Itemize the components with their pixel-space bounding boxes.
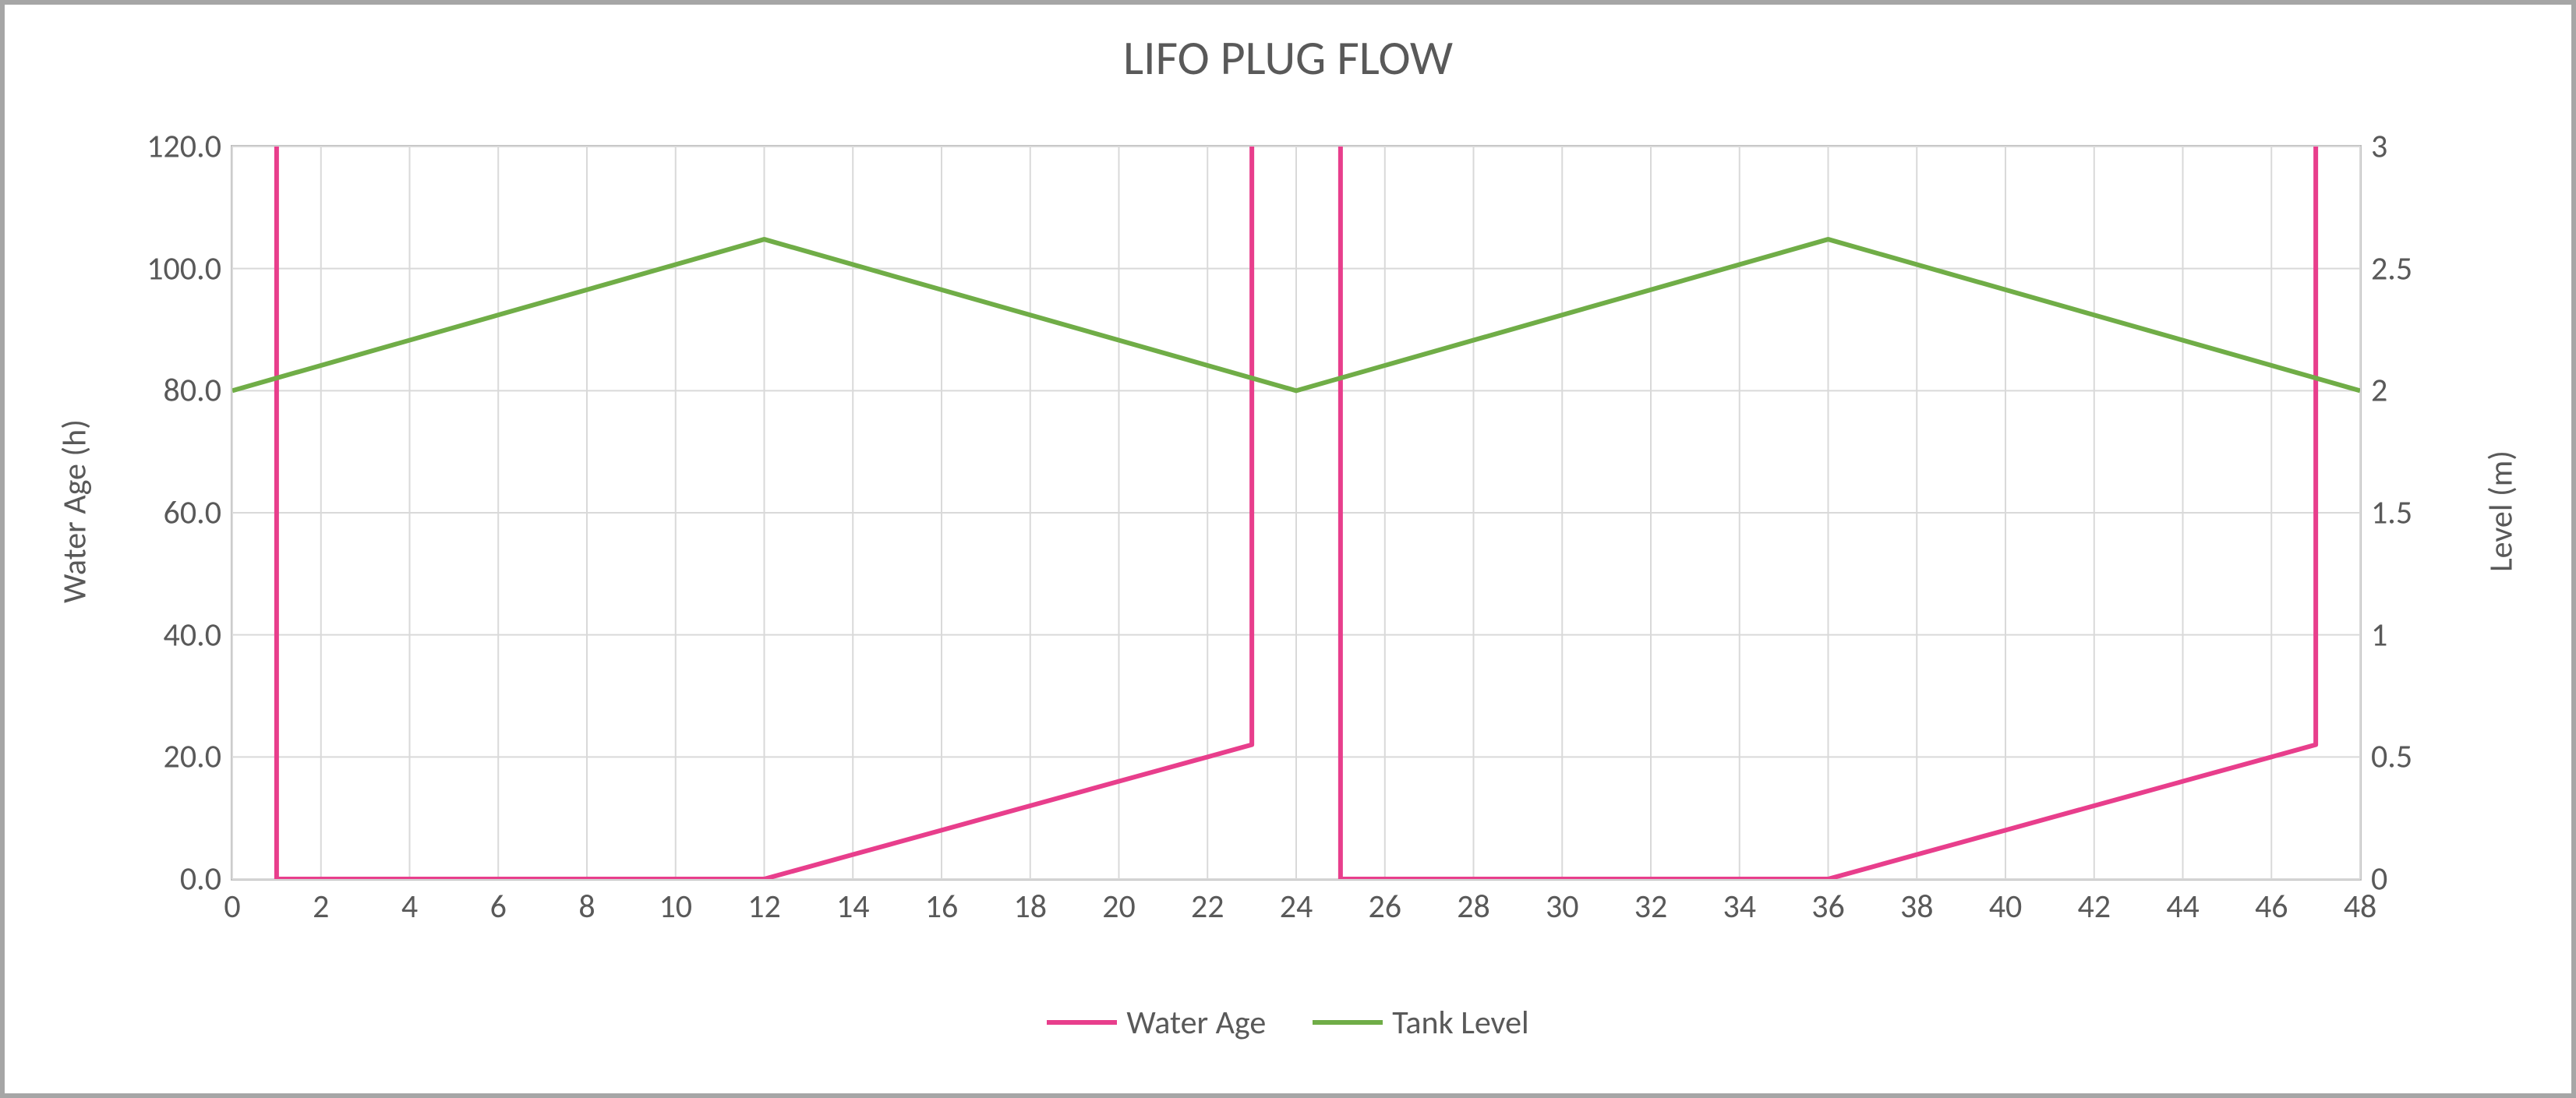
x-tick-label: 10 bbox=[659, 887, 692, 927]
x-tick-label: 18 bbox=[1013, 887, 1047, 927]
x-tick-label: 2 bbox=[313, 887, 329, 927]
legend-swatch bbox=[1047, 1020, 1117, 1025]
x-tick-label: 48 bbox=[2344, 887, 2377, 927]
x-tick-label: 40 bbox=[1989, 887, 2023, 927]
x-tick-label: 46 bbox=[2255, 887, 2288, 927]
x-tick-label: 26 bbox=[1368, 887, 1401, 927]
x-tick-label: 6 bbox=[490, 887, 507, 927]
series-water-age bbox=[232, 0, 2316, 879]
x-tick-label: 22 bbox=[1191, 887, 1224, 927]
legend-label: Water Age bbox=[1126, 1003, 1266, 1043]
x-tick-label: 34 bbox=[1723, 887, 1756, 927]
x-tick-label: 44 bbox=[2166, 887, 2200, 927]
legend: Water Age Tank Level bbox=[5, 994, 2571, 1043]
y-left-tick-label: 100.0 bbox=[147, 249, 221, 288]
legend-swatch bbox=[1313, 1020, 1383, 1025]
x-tick-label: 28 bbox=[1457, 887, 1490, 927]
x-tick-label: 42 bbox=[2077, 887, 2111, 927]
x-tick-label: 36 bbox=[1811, 887, 1845, 927]
y-left-tick-label: 20.0 bbox=[164, 737, 221, 777]
legend-label: Tank Level bbox=[1392, 1003, 1528, 1043]
y-left-tick-label: 80.0 bbox=[164, 371, 221, 411]
y-right-tick-label: 2.5 bbox=[2371, 249, 2412, 288]
y-left-axis-title: Water Age (h) bbox=[55, 419, 95, 603]
legend-item-water-age: Water Age bbox=[1047, 1003, 1266, 1043]
y-left-tick-label: 40.0 bbox=[164, 615, 221, 655]
series-tank-level bbox=[232, 239, 2360, 390]
x-tick-label: 16 bbox=[925, 887, 959, 927]
x-tick-label: 24 bbox=[1280, 887, 1313, 927]
legend-item-tank-level: Tank Level bbox=[1313, 1003, 1528, 1043]
plot-area: 0.020.040.060.080.0100.0120.000.511.522.… bbox=[231, 145, 2362, 881]
y-right-tick-label: 1 bbox=[2371, 615, 2387, 655]
y-left-tick-label: 0.0 bbox=[180, 860, 221, 899]
y-left-tick-label: 60.0 bbox=[164, 493, 221, 533]
x-tick-label: 12 bbox=[747, 887, 781, 927]
y-right-tick-label: 2 bbox=[2371, 371, 2387, 411]
x-tick-label: 4 bbox=[401, 887, 418, 927]
x-tick-label: 14 bbox=[836, 887, 870, 927]
y-right-axis-title: Level (m) bbox=[2482, 450, 2521, 572]
y-right-tick-label: 3 bbox=[2371, 127, 2387, 167]
chart-frame: LIFO PLUG FLOW Water Age (h) Level (m) 0… bbox=[0, 0, 2576, 1098]
x-tick-label: 38 bbox=[1900, 887, 1934, 927]
x-tick-label: 32 bbox=[1634, 887, 1668, 927]
y-right-tick-label: 1.5 bbox=[2371, 493, 2412, 533]
chart-title: LIFO PLUG FLOW bbox=[5, 28, 2571, 87]
y-right-tick-label: 0.5 bbox=[2371, 737, 2412, 777]
x-tick-label: 30 bbox=[1546, 887, 1579, 927]
y-left-tick-label: 120.0 bbox=[147, 127, 221, 167]
x-tick-label: 0 bbox=[224, 887, 240, 927]
data-series bbox=[232, 147, 2360, 879]
x-tick-label: 20 bbox=[1102, 887, 1136, 927]
x-tick-label: 8 bbox=[578, 887, 595, 927]
